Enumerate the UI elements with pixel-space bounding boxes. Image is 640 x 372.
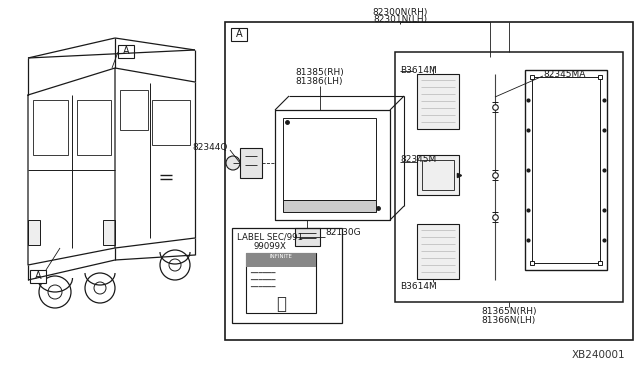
Bar [532, 77, 600, 263]
Bar [240, 148, 262, 178]
Text: 82130G: 82130G [325, 228, 360, 237]
Bar [295, 228, 320, 246]
Bar [417, 224, 459, 279]
Circle shape [226, 156, 240, 170]
Text: 82345MA: 82345MA [543, 70, 586, 79]
Bar [152, 100, 190, 145]
Text: 81366N(LH): 81366N(LH) [482, 316, 536, 325]
Bar [525, 70, 607, 270]
Text: XB240001: XB240001 [572, 350, 625, 360]
Bar [246, 253, 316, 313]
Text: INFINITE: INFINITE [269, 254, 292, 259]
Bar [422, 160, 454, 190]
Text: LABEL SEC/991: LABEL SEC/991 [237, 232, 303, 241]
Bar [417, 74, 459, 129]
Bar [33, 100, 68, 155]
Text: A: A [35, 271, 42, 281]
Text: 81385(RH): 81385(RH) [295, 68, 344, 77]
Bar [30, 270, 46, 283]
Bar [77, 100, 111, 155]
Text: 81386(LH): 81386(LH) [295, 77, 342, 86]
Text: 82344Q: 82344Q [193, 143, 228, 152]
Text: 🔧: 🔧 [276, 295, 286, 313]
Text: ━━━━━━: ━━━━━━ [250, 270, 275, 276]
Bar [231, 28, 247, 41]
Bar [283, 200, 376, 212]
Text: B3614M: B3614M [400, 66, 436, 75]
Bar [118, 45, 134, 58]
Text: 99099X: 99099X [254, 242, 287, 251]
Bar [246, 253, 316, 267]
Bar [283, 118, 376, 200]
Bar [395, 52, 623, 302]
Text: A: A [236, 29, 243, 39]
Text: 82300N(RH): 82300N(RH) [372, 8, 428, 17]
Text: 82345M: 82345M [400, 155, 436, 164]
Text: B3614M: B3614M [400, 282, 436, 291]
Bar [103, 220, 115, 245]
Text: 81365N(RH): 81365N(RH) [481, 307, 537, 316]
Bar [120, 90, 148, 130]
Bar [417, 155, 459, 195]
Bar [232, 228, 342, 323]
Text: ━━━━━━: ━━━━━━ [250, 277, 275, 283]
Text: A: A [123, 46, 129, 56]
Text: 82301N(LH): 82301N(LH) [373, 15, 427, 24]
Bar [28, 220, 40, 245]
Text: ━━━━━━: ━━━━━━ [250, 284, 275, 290]
Bar [225, 22, 633, 340]
